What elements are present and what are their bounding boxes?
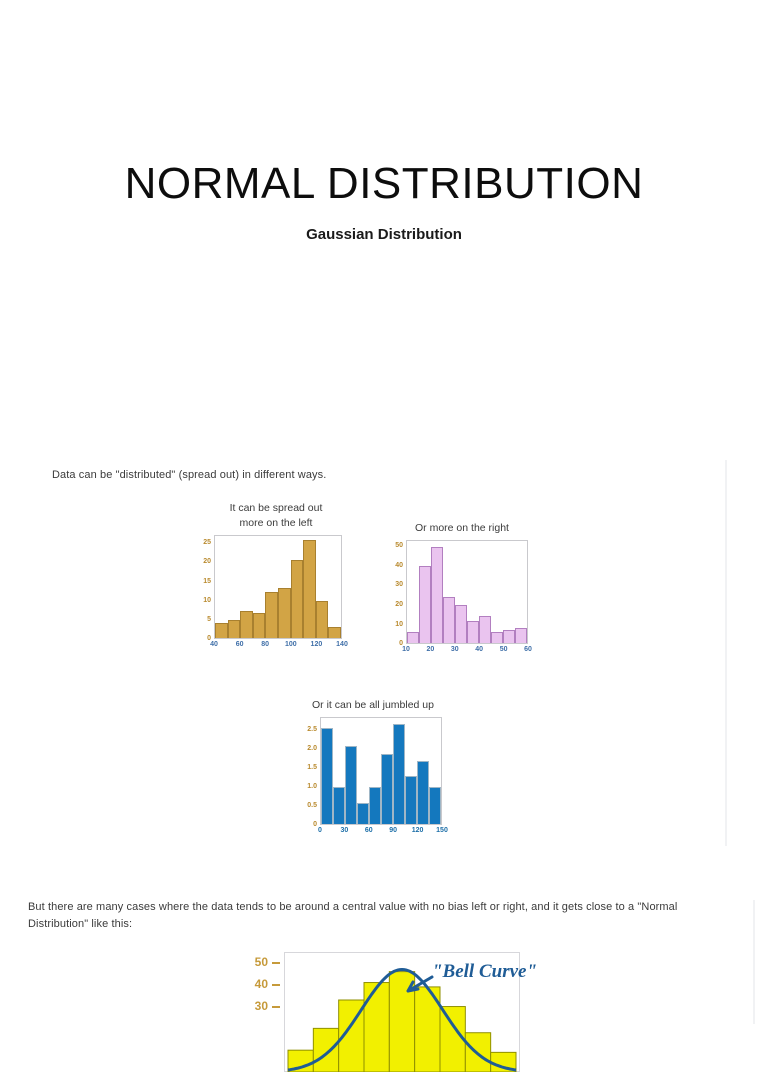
y-axis-tick: 50 — [395, 542, 403, 550]
y-axis-tick: 25 — [203, 539, 211, 547]
bar — [429, 787, 441, 825]
y-axis-tick: 40 — [395, 561, 403, 569]
bar — [467, 621, 479, 644]
bar-series — [215, 536, 341, 639]
chart-bell-curve-plot — [287, 967, 517, 1072]
bar — [328, 627, 341, 639]
chart-spread-left-title: It can be spread out more on the left — [229, 502, 323, 530]
bar — [405, 775, 417, 825]
bar — [369, 787, 381, 825]
bar — [265, 592, 278, 639]
bar — [407, 631, 419, 644]
y-axis-tick: 20 — [395, 600, 403, 608]
x-axis-tick: 30 — [450, 646, 459, 654]
bar — [345, 746, 357, 825]
chart-spread-left-plot: 0 5 10 15 20 25 40 60 80 100 120 140 — [196, 535, 356, 655]
bar — [439, 1006, 466, 1072]
y-axis-tick: 1.0 — [307, 783, 317, 791]
bar — [290, 559, 304, 639]
normal-distribution-paragraph: But there are many cases where the data … — [28, 901, 678, 931]
bar — [333, 787, 345, 825]
y-axis-tick: 15 — [203, 577, 211, 585]
bar — [227, 619, 241, 639]
x-axis-tick: 90 — [389, 827, 398, 835]
x-axis-tick: 150 — [436, 827, 448, 835]
x-axis-tick: 40 — [210, 641, 218, 649]
page-title: NORMAL DISTRIBUTION — [124, 159, 644, 208]
chart-jumbled-plot: 0 0.5 1.0 1.5 2.0 2.5 0 30 60 90 120 150 — [298, 717, 448, 842]
y-axis-tick: 0.5 — [307, 802, 317, 810]
intro-paragraph: Data can be "distributed" (spread out) i… — [52, 469, 327, 481]
page-subtitle: Gaussian Distribution — [306, 226, 462, 243]
x-axis-tick: 50 — [499, 646, 508, 654]
y-axis-tick: 2.0 — [307, 745, 317, 753]
x-axis-tick: 30 — [340, 827, 349, 835]
x-axis-tick: 20 — [426, 646, 435, 654]
x-axis-tick: 100 — [284, 641, 297, 649]
figure-region-edge-lower — [753, 900, 755, 1024]
bar — [393, 723, 405, 825]
y-axis-tick: 30 — [395, 581, 403, 589]
chart-spread-right-plot: 0 10 20 30 40 50 10 20 30 40 50 60 — [386, 540, 538, 660]
y-axis-tick: 50 — [254, 954, 268, 969]
bar — [363, 982, 390, 1072]
y-axis-tick: 1.5 — [307, 764, 317, 772]
y-axis-tick: 0 — [313, 821, 317, 829]
chart-bell-curve: 30 40 50 "Bell Curve" — [236, 947, 566, 1072]
x-axis-tick: 40 — [475, 646, 484, 654]
x-axis-tick: 140 — [336, 641, 348, 649]
bar — [443, 597, 455, 644]
chart-jumbled: Or it can be all jumbled up 0 0.5 1.0 1.5 2.… — [298, 698, 448, 842]
bar — [215, 623, 228, 639]
bar — [312, 1027, 340, 1072]
y-axis-tick: 40 — [254, 976, 268, 991]
bar-series — [407, 541, 527, 644]
bar — [431, 547, 443, 644]
figure-region-edge-upper — [725, 460, 727, 846]
bar-series — [321, 718, 441, 825]
x-axis-tick: 80 — [261, 641, 270, 649]
bar — [321, 727, 333, 825]
bar — [515, 627, 527, 644]
y-axis-tick: 10 — [203, 596, 211, 604]
chart-jumbled-title: Or it can be all jumbled up — [312, 699, 434, 711]
y-axis-tick: 5 — [207, 616, 211, 624]
bar — [479, 616, 491, 644]
bar — [357, 803, 369, 825]
x-axis-tick: 60 — [235, 641, 244, 649]
x-axis-tick: 10 — [402, 646, 410, 654]
x-axis-tick: 60 — [364, 827, 373, 835]
bell-curve-annotation: "Bell Curve" — [432, 961, 538, 982]
bar — [503, 629, 515, 644]
bar — [491, 631, 503, 644]
bar — [419, 566, 431, 644]
y-axis-tick: 30 — [254, 998, 268, 1013]
chart-spread-right: Or more on the right 0 10 20 30 40 50 10 20 30 40… — [386, 521, 538, 660]
chart-spread-left: It can be spread out more on the left 0 5… — [196, 501, 356, 655]
y-axis-tick-mark — [272, 983, 280, 986]
y-axis-tick: 10 — [395, 620, 403, 628]
bell-curve-arrow-icon — [406, 975, 434, 993]
y-axis-tick: 0 — [399, 640, 403, 648]
chart-spread-right-title: Or more on the right — [415, 522, 509, 534]
bar — [252, 612, 266, 639]
bar — [455, 604, 467, 644]
bar — [303, 540, 316, 639]
bar — [277, 588, 291, 639]
x-axis-tick: 120 — [310, 641, 323, 649]
y-axis-tick-mark — [272, 1005, 280, 1008]
y-axis-tick: 0 — [207, 635, 211, 643]
x-axis-tick: 60 — [524, 646, 532, 654]
x-axis-tick: 0 — [318, 827, 322, 835]
y-axis-tick: 2.5 — [307, 726, 317, 734]
bar — [240, 610, 253, 639]
bar — [315, 600, 329, 639]
y-axis-tick: 20 — [203, 558, 211, 566]
y-axis-tick-mark — [272, 961, 280, 964]
x-axis-tick: 120 — [411, 827, 424, 835]
bar — [381, 753, 393, 825]
bar — [417, 761, 429, 825]
